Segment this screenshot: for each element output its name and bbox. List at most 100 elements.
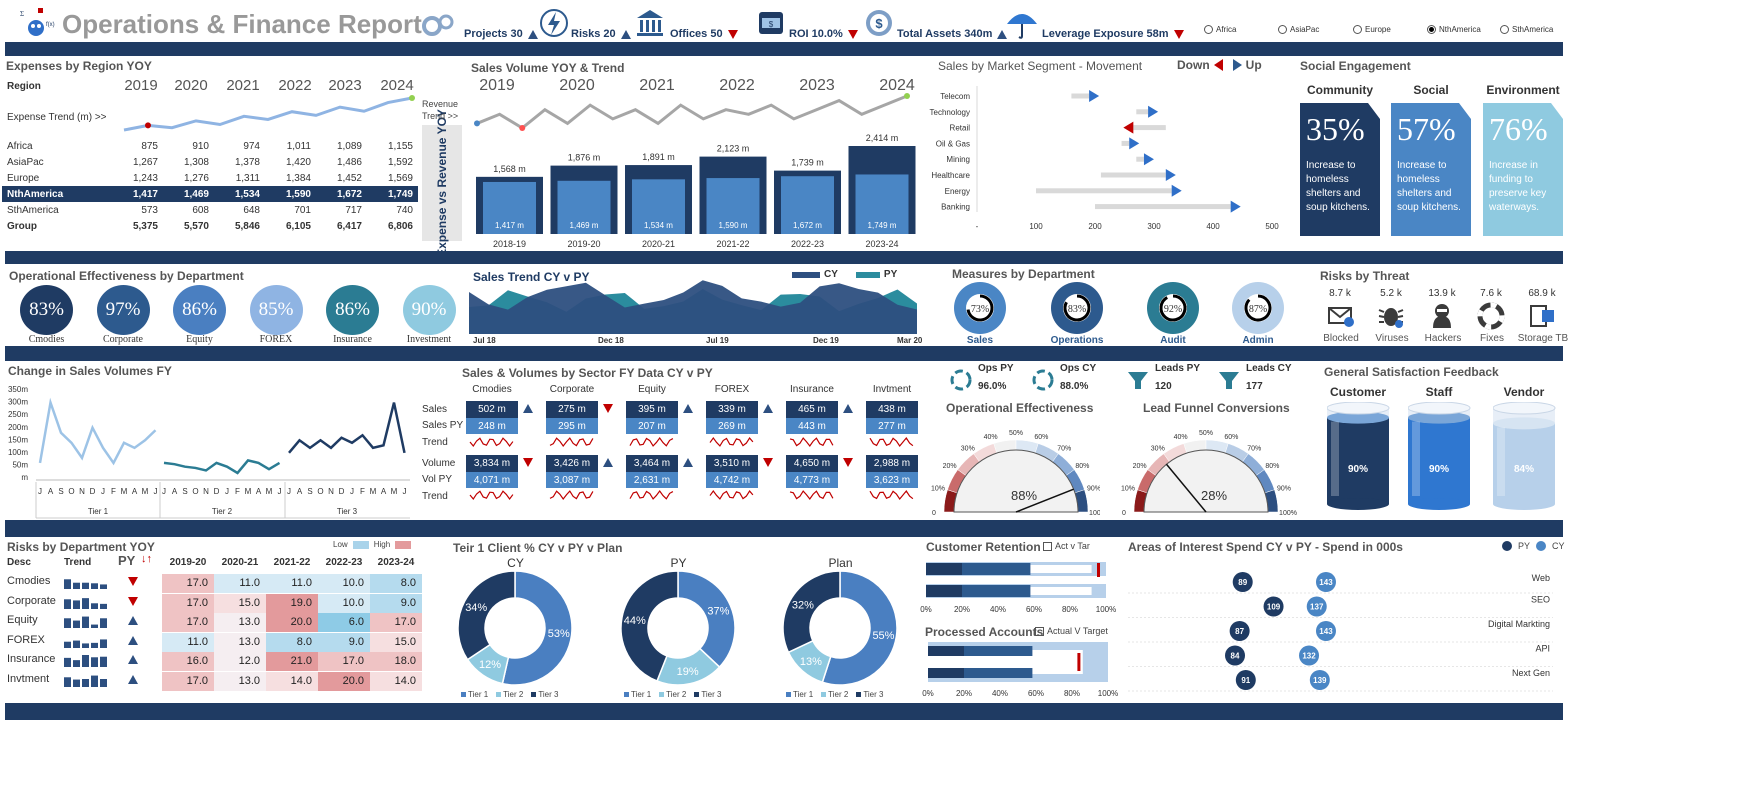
svg-text:90%: 90% xyxy=(1429,464,1449,475)
py-dot xyxy=(1235,670,1256,690)
funnel-icon xyxy=(1128,372,1148,389)
donut-slice xyxy=(621,570,679,682)
trend-up-icon xyxy=(128,655,138,664)
region-radio-sthamerica[interactable]: SthAmerica xyxy=(1500,25,1553,34)
bullet-axis-tick: 20% xyxy=(956,689,972,698)
expense-year-header: 2023 xyxy=(328,77,362,94)
risk-dept-label: Insurance xyxy=(7,653,56,665)
svg-text:f(x): f(x) xyxy=(46,22,55,28)
sector-sparkline xyxy=(789,437,834,448)
donut-label: 32% xyxy=(792,599,814,611)
donut-title: Plan xyxy=(828,556,853,570)
risk-trend-bars xyxy=(64,655,107,667)
op-eff-label: Corporate xyxy=(103,334,143,345)
gauge-tick: 50% xyxy=(1009,430,1023,437)
month-label: D xyxy=(214,487,220,496)
segment-axis-tick: 300 xyxy=(1147,222,1161,231)
region-radio-asiapac[interactable]: AsiaPac xyxy=(1278,25,1319,34)
social-card-pct: 57% xyxy=(1397,111,1456,147)
sector-sales-cell: 465 m xyxy=(786,401,838,418)
segments-legend: Down Up xyxy=(1177,58,1262,72)
segment-bar xyxy=(1133,125,1166,131)
act-v-tar-checkbox[interactable]: Act v Tar xyxy=(1043,541,1090,551)
threat-value: 7.6 k xyxy=(1480,288,1502,299)
region-radio-europe[interactable]: Europe xyxy=(1353,25,1391,34)
bullet-actual xyxy=(928,646,1033,656)
risk-year-header: 2021-22 xyxy=(273,557,311,568)
gauge-tick: 0 xyxy=(1122,510,1126,517)
bullet-axis-tick: 80% xyxy=(1064,689,1080,698)
month-label: O xyxy=(317,487,323,496)
segments-title: Sales by Market Segment - Movement xyxy=(938,59,1143,73)
heat-cell: 8.0 xyxy=(370,574,422,593)
svg-text:137: 137 xyxy=(1310,603,1324,612)
cy-dot xyxy=(1315,572,1336,592)
interest-label: Next Gen xyxy=(1512,668,1550,678)
donut-label: 53% xyxy=(548,628,570,640)
trend-x-label: Jul 18 xyxy=(473,336,496,345)
expense-year-header: 2024 xyxy=(380,77,414,94)
threat-label: Blocked xyxy=(1323,333,1359,344)
gauge-tick: 20% xyxy=(1133,463,1147,470)
heat-cell: 10.0 xyxy=(318,574,370,593)
gauge-tick: 30% xyxy=(961,445,975,452)
bank-icon xyxy=(637,10,663,36)
interest-title: Areas of Interest Spend CY v PY - Spend … xyxy=(1128,540,1403,554)
expense-bar xyxy=(781,176,834,234)
heat-cell: 13.0 xyxy=(214,671,266,691)
ops-leads-value: 120 xyxy=(1155,381,1172,392)
sector-sales-cell: 438 m xyxy=(866,401,918,418)
month-label: J xyxy=(287,487,291,496)
month-label: D xyxy=(339,487,345,496)
actual-v-target-checkbox[interactable]: Actual V Target xyxy=(1035,626,1108,636)
op-eff-circle: 86% xyxy=(173,285,226,335)
sector-sparkline xyxy=(629,436,674,447)
bullet-axis-tick: 20% xyxy=(954,605,970,614)
period-label: 2022-23 xyxy=(791,239,824,249)
sector-vol-py-cell: 3,623 m xyxy=(866,472,918,488)
trend-up-icon xyxy=(527,29,538,39)
donut-label: 44% xyxy=(624,615,646,627)
measures-title: Measures by Department xyxy=(952,267,1095,281)
risk-dept-label: Corporate xyxy=(7,594,56,607)
gauge-tick: 70% xyxy=(1247,445,1261,452)
social-card-pct: 76% xyxy=(1489,111,1548,147)
trend-up-icon xyxy=(128,616,138,625)
sector-sales-cell: 395 m xyxy=(626,401,678,418)
trend-up-icon xyxy=(997,29,1008,39)
heat-cell: 19.0 xyxy=(266,593,318,613)
svg-text:143: 143 xyxy=(1319,578,1333,587)
region-radio-nthamerica[interactable]: NthAmerica xyxy=(1427,25,1481,34)
op-eff-label: FOREX xyxy=(259,334,293,345)
sales-volume-title: Sales Volume YOY & Trend xyxy=(471,61,625,75)
dollar-coin-icon: $ xyxy=(866,10,892,36)
sector-sparkline xyxy=(709,489,754,500)
threat-label: Fixes xyxy=(1480,333,1504,344)
segment-bar xyxy=(1071,93,1090,99)
svg-text:89: 89 xyxy=(1238,578,1247,587)
svg-text:109: 109 xyxy=(1267,603,1281,612)
gauge-needle xyxy=(1015,488,1074,513)
svg-text:$: $ xyxy=(875,16,883,31)
trend-down-icon xyxy=(843,458,853,467)
sector-vol-py-cell: 2,631 m xyxy=(626,472,678,488)
month-label: N xyxy=(203,487,209,496)
expense-bar xyxy=(706,178,760,234)
satisfaction-label: Vendor xyxy=(1503,385,1545,399)
ops-leads-label: Ops CY xyxy=(1060,363,1097,374)
heat-legend: Low High xyxy=(333,540,412,549)
y-axis-label: 50m xyxy=(12,461,28,470)
sales-year-header: 2019 xyxy=(479,77,515,94)
sector-col-header: Invtment xyxy=(872,384,912,395)
svg-text:90%: 90% xyxy=(1348,464,1368,475)
trend-up-icon xyxy=(523,404,533,413)
trend-x-label: Dec 19 xyxy=(813,336,839,345)
trend-up-icon xyxy=(603,458,613,467)
op-eff-circle: 97% xyxy=(96,285,150,335)
region-radio-africa[interactable]: Africa xyxy=(1204,25,1236,34)
sector-volume-cell: 3,426 m xyxy=(546,455,598,472)
period-label: 2023-24 xyxy=(865,239,898,249)
expenses-title: Expenses by Region YOY xyxy=(6,59,152,73)
revenue-trend-label: Revenue Trend >> xyxy=(422,99,459,121)
